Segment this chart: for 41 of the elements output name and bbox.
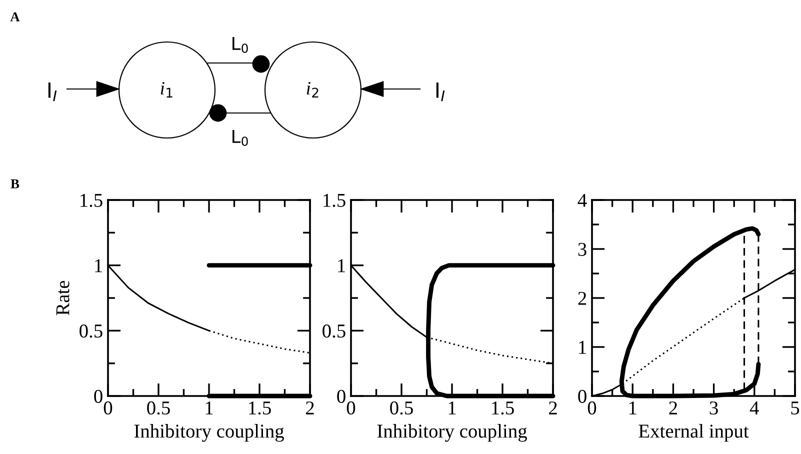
x-tick-label: 1 [629, 402, 636, 414]
x-tick-label: 0 [346, 401, 356, 415]
x-tick-label: 3 [710, 401, 718, 415]
x-tick-label: 2 [669, 401, 677, 414]
x-axis-title: Inhibitory coupling [377, 424, 527, 442]
text: i$_{1}$ [160, 82, 172, 98]
y-tick-label: 1 [95, 259, 102, 272]
x-tick-label: 1.5 [249, 402, 271, 415]
y-tick-label: 1.5 [80, 194, 102, 208]
x-tick-label: 0.5 [147, 401, 170, 415]
text: L$_{0}$ [232, 36, 248, 53]
text: i$_{2}$ [306, 82, 318, 98]
y-tick-label: 1.5 [324, 194, 346, 208]
x-tick-label: 1 [206, 402, 213, 414]
y-tick-label: 0.5 [322, 324, 346, 338]
y-tick-label: 1 [338, 259, 345, 272]
x-tick-label: 2 [548, 401, 557, 414]
y-tick-label: 4 [578, 194, 587, 207]
x-tick-label: 4 [750, 402, 759, 414]
y-tick-label: 1 [579, 340, 586, 354]
y-tick-label: 0 [94, 390, 102, 403]
y-axis-title: Rate [56, 280, 70, 316]
x-axis-title: Inhibitory coupling [134, 424, 284, 442]
y-tick-label: 0.5 [80, 324, 102, 338]
text: I$_{I}$ [48, 82, 57, 102]
text: A [10, 12, 20, 22]
x-tick-label: 0.5 [390, 401, 413, 415]
y-tick-label: 2 [578, 292, 586, 305]
text: I$_{I}$ [436, 82, 445, 102]
text: B [10, 179, 20, 188]
x-tick-label: 1 [448, 402, 456, 414]
x-axis-title: External input [638, 424, 749, 442]
y-tick-label: 3 [578, 242, 586, 256]
x-tick-label: 0 [104, 401, 112, 415]
x-tick-label: 1.5 [492, 402, 514, 415]
x-tick-label: 2 [306, 401, 314, 414]
y-tick-label: 0 [578, 390, 586, 403]
x-tick-label: 5 [791, 402, 800, 415]
y-tick-label: 0 [337, 390, 346, 403]
x-tick-label: 0 [588, 401, 596, 415]
text: L$_{0}$ [232, 130, 248, 146]
